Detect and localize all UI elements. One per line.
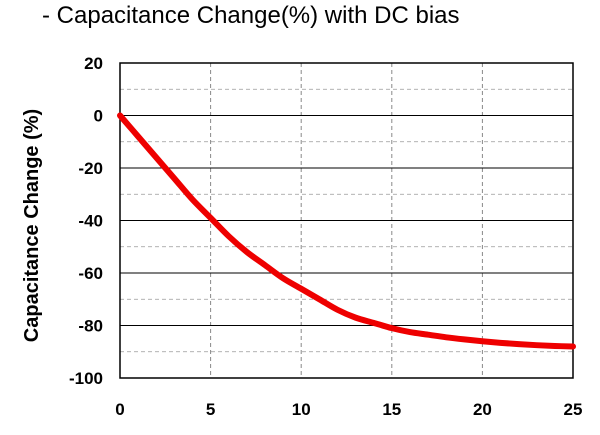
x-tick-label: 25 bbox=[564, 400, 583, 419]
plot-frame bbox=[119, 62, 574, 379]
y-tick-label: 0 bbox=[94, 107, 103, 126]
y-axis-label: Capacitance Change (%) bbox=[21, 109, 43, 342]
y-tick-label: -20 bbox=[78, 159, 103, 178]
capacitance-change-series-line bbox=[117, 112, 576, 350]
x-tick-label: 5 bbox=[206, 400, 215, 419]
x-tick-labels: 0 5 10 15 20 25 bbox=[115, 400, 582, 419]
y-tick-label: 20 bbox=[84, 54, 103, 73]
x-tick-label: 20 bbox=[473, 400, 492, 419]
y-tick-label: -100 bbox=[69, 369, 103, 388]
x-tick-label: 15 bbox=[382, 400, 401, 419]
y-tick-label: -40 bbox=[78, 212, 103, 231]
y-tick-label: -60 bbox=[78, 264, 103, 283]
y-tick-label: -80 bbox=[78, 317, 103, 336]
x-tick-label: 0 bbox=[115, 400, 124, 419]
grid-lines bbox=[120, 63, 573, 378]
y-tick-labels: 20 0 -20 -40 -60 -80 -100 bbox=[69, 54, 103, 388]
x-tick-label: 10 bbox=[292, 400, 311, 419]
chart-title: - Capacitance Change(%) with DC bias bbox=[42, 2, 460, 29]
